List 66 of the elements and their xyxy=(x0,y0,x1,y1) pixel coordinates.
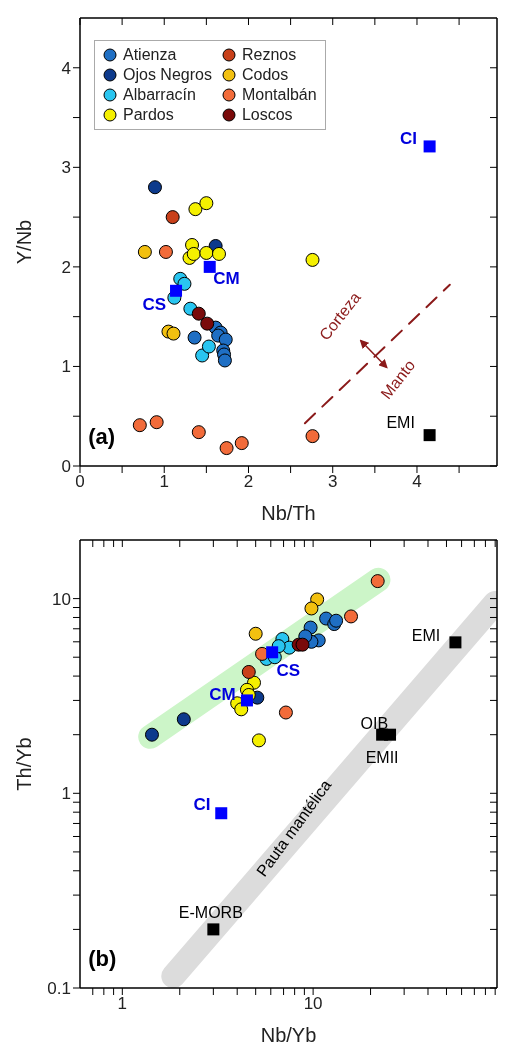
y-tick-label: 10 xyxy=(52,589,71,609)
annotation: (b) xyxy=(88,946,117,971)
annotation: CI xyxy=(193,795,211,815)
point xyxy=(201,339,216,354)
point xyxy=(165,210,180,225)
annotation: OIB xyxy=(360,715,389,733)
point xyxy=(200,316,215,331)
x-tick-label: 3 xyxy=(327,472,338,492)
annotation: CS xyxy=(142,294,167,314)
point xyxy=(186,246,201,261)
point xyxy=(234,436,249,451)
point xyxy=(191,306,206,321)
point xyxy=(199,245,214,260)
point xyxy=(219,441,234,456)
y-tick-label: 2 xyxy=(61,257,71,277)
point xyxy=(423,429,436,442)
x-tick-label: 2 xyxy=(243,472,254,492)
x-axis-title: Nb/Th xyxy=(261,502,316,524)
legend-label: Codos xyxy=(241,65,289,85)
legend-label: Pardos xyxy=(123,105,174,125)
y-axis-title: Y/Nb xyxy=(13,219,36,265)
x-tick-label: 0 xyxy=(75,472,85,492)
point xyxy=(191,425,206,440)
legend-label: Loscos xyxy=(241,105,293,125)
point xyxy=(158,244,173,259)
point xyxy=(188,202,203,217)
y-tick-label: 0.1 xyxy=(47,979,71,999)
point xyxy=(149,415,164,430)
point xyxy=(132,418,147,433)
point xyxy=(212,246,226,261)
legend-label: Atienza xyxy=(123,45,177,65)
annotation: CM xyxy=(213,269,240,289)
annotation: EMI xyxy=(411,626,441,644)
legend-label: Albarracín xyxy=(123,85,196,105)
point xyxy=(166,326,181,341)
y-axis-title: Th/Yb xyxy=(13,737,36,791)
x-axis-title: Nb/Yb xyxy=(260,1024,317,1046)
point xyxy=(305,429,320,444)
annotation: CS xyxy=(276,661,301,681)
point xyxy=(170,284,183,297)
legend-label: Montalbán xyxy=(241,85,317,105)
annotation: E-MORB xyxy=(178,904,243,922)
point xyxy=(203,260,216,273)
annotation: CI xyxy=(399,129,417,149)
y-tick-label: 1 xyxy=(61,784,71,804)
legend-label: Ojos Negros xyxy=(123,65,212,85)
point xyxy=(177,276,192,291)
x-tick-label: 4 xyxy=(412,472,422,492)
point xyxy=(199,196,214,211)
point xyxy=(305,252,320,267)
y-tick-label: 4 xyxy=(61,58,71,78)
y-tick-label: 0 xyxy=(61,457,71,477)
y-tick-label: 1 xyxy=(61,357,71,377)
point xyxy=(217,353,232,368)
x-tick-label: 1 xyxy=(159,472,169,492)
annotation: EMI xyxy=(386,413,415,431)
point xyxy=(423,140,436,153)
point xyxy=(147,180,162,195)
point xyxy=(137,244,152,259)
point xyxy=(187,330,202,345)
annotation: EMII xyxy=(365,749,399,767)
legend-label: Reznos xyxy=(241,45,297,65)
y-tick-label: 3 xyxy=(61,158,71,178)
point xyxy=(218,332,233,347)
annotation: CM xyxy=(209,684,236,704)
annotation: (a) xyxy=(88,424,116,449)
